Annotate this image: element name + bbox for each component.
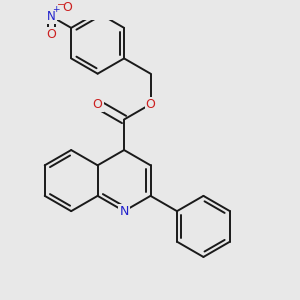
Text: O: O	[146, 98, 155, 111]
Text: N: N	[47, 10, 56, 23]
Text: O: O	[93, 98, 103, 111]
Text: +: +	[52, 5, 60, 14]
Text: N: N	[119, 205, 129, 218]
Text: O: O	[62, 1, 72, 14]
Text: O: O	[46, 28, 56, 41]
Text: −: −	[57, 0, 65, 11]
